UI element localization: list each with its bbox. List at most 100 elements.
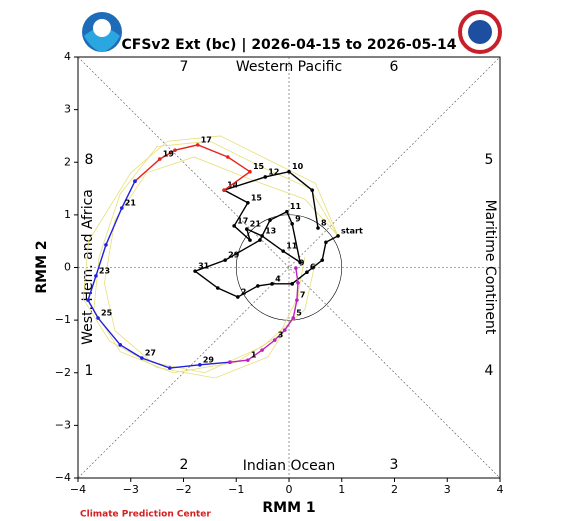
point — [133, 179, 137, 183]
point — [223, 258, 227, 262]
reference-line — [77, 56, 501, 479]
phase-label: 3 — [390, 457, 399, 473]
point-label: 14 — [227, 181, 239, 190]
x-tick-label: 4 — [497, 483, 504, 496]
point — [281, 249, 285, 253]
point — [256, 284, 260, 288]
y-tick-label: −3 — [55, 418, 71, 431]
point — [232, 224, 236, 228]
point-label: 9 — [295, 214, 301, 223]
point — [305, 270, 309, 275]
nws-logo — [458, 10, 502, 54]
y-tick-label: 2 — [64, 155, 71, 168]
point — [320, 258, 325, 262]
point-label: 15 — [253, 162, 265, 171]
point-label: 17 — [201, 135, 212, 144]
point-label: 8 — [321, 219, 327, 228]
point — [272, 338, 277, 342]
x-axis-label: RMM 1 — [262, 500, 315, 516]
series-line — [229, 267, 299, 363]
chart-title: CFSv2 Ext (bc) | 2026-04-15 to 2026-05-1… — [122, 37, 457, 53]
point — [295, 298, 299, 302]
point-label: 2 — [241, 287, 247, 296]
point — [260, 348, 264, 352]
region-label: Indian Ocean — [243, 458, 335, 474]
point-label: 11 — [290, 202, 302, 211]
point — [294, 266, 298, 270]
noaa-logo — [82, 12, 122, 52]
point — [236, 295, 240, 299]
point-label: 25 — [101, 309, 113, 318]
point — [248, 169, 252, 174]
point — [193, 269, 197, 273]
phase-label: 7 — [180, 59, 189, 75]
point — [228, 360, 232, 365]
series-line — [82, 135, 339, 379]
point-label: 21 — [250, 220, 262, 229]
point — [310, 188, 315, 192]
series-line — [134, 144, 252, 191]
point — [298, 260, 302, 265]
point-label: 3 — [278, 331, 284, 340]
point — [248, 238, 252, 242]
point-label: 19 — [163, 150, 175, 159]
y-tick-label: 1 — [64, 208, 71, 221]
x-tick-label: 0 — [286, 483, 293, 496]
phase-label: 4 — [485, 363, 494, 379]
point — [94, 274, 98, 278]
point-label: 7 — [300, 291, 306, 300]
point — [260, 234, 264, 238]
point — [258, 238, 262, 242]
region-label: Western Pacific — [236, 59, 342, 75]
point-label: 29 — [228, 251, 240, 260]
y-tick-label: −2 — [55, 366, 71, 379]
x-tick-label: −1 — [228, 483, 244, 496]
y-tick-label: 0 — [64, 261, 71, 274]
point — [268, 218, 272, 222]
region-label: West. Hem. and Africa — [80, 189, 96, 345]
point — [157, 157, 162, 161]
point-label: 17 — [237, 216, 248, 225]
region-label: Maritime Continent — [482, 200, 498, 335]
point — [167, 366, 172, 370]
point-label: 5 — [296, 309, 302, 318]
point — [215, 286, 220, 290]
point-label: 9 — [299, 259, 305, 268]
point-label: 27 — [145, 349, 156, 358]
point — [119, 206, 124, 210]
y-tick-label: 4 — [64, 50, 71, 63]
reference-line — [77, 56, 501, 479]
point — [195, 143, 200, 147]
point-label: 29 — [203, 355, 215, 364]
point-label: 4 — [275, 274, 281, 283]
x-tick-label: 3 — [444, 483, 451, 496]
point — [245, 227, 249, 231]
point — [270, 282, 274, 286]
point — [173, 148, 177, 152]
point-label: 10 — [292, 162, 304, 171]
point — [287, 169, 291, 174]
x-tick-label: −2 — [175, 483, 191, 496]
point-label: 1 — [251, 351, 257, 360]
point — [222, 188, 226, 192]
point-label: 11 — [286, 242, 298, 251]
y-tick-label: −1 — [55, 313, 71, 326]
point — [290, 282, 294, 286]
point — [296, 280, 300, 285]
x-tick-label: −4 — [70, 483, 86, 496]
y-tick-label: −4 — [55, 471, 71, 484]
point-label: 23 — [99, 266, 110, 275]
y-tick-label: 3 — [64, 103, 71, 116]
phase-label: 5 — [485, 152, 494, 168]
point — [246, 200, 250, 205]
point — [291, 316, 296, 320]
point — [324, 240, 328, 245]
point-label: 13 — [265, 226, 276, 235]
x-tick-label: 2 — [391, 483, 398, 496]
point — [263, 175, 268, 179]
point — [86, 298, 90, 302]
point — [226, 155, 230, 159]
point — [96, 316, 100, 320]
point-label: 21 — [125, 199, 137, 208]
